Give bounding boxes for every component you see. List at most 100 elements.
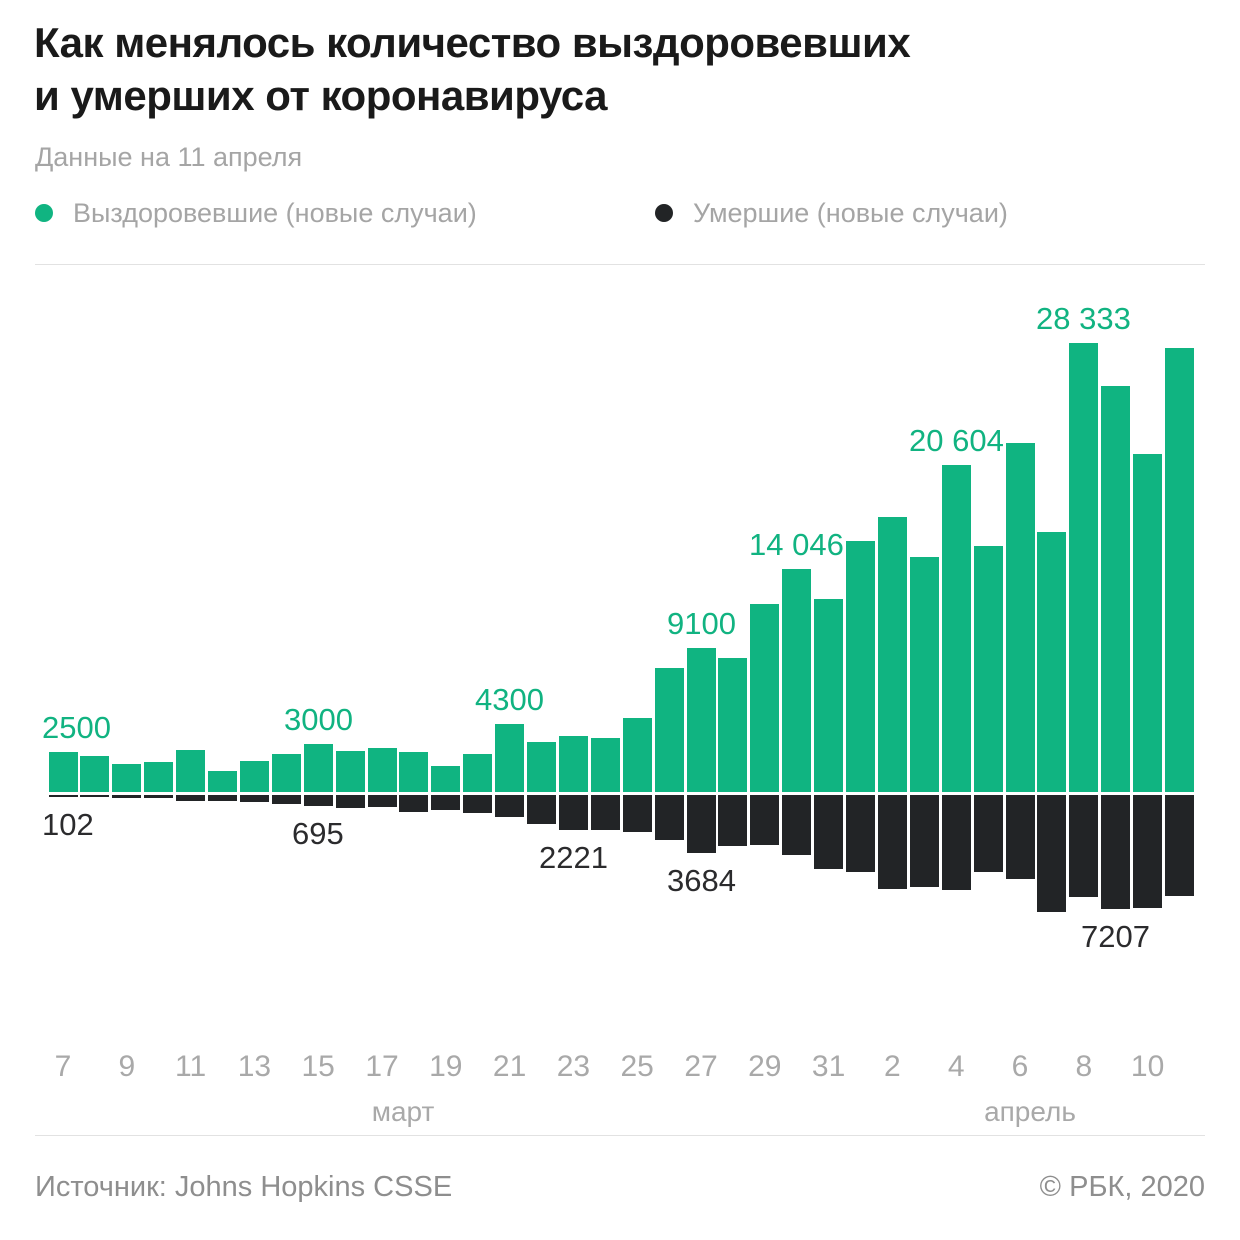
- recovered-value-label: 9100: [667, 606, 736, 641]
- bar-deaths: [1037, 795, 1067, 912]
- bar-deaths: [431, 795, 461, 810]
- x-axis-tick-label: 6: [1011, 1050, 1029, 1083]
- bar-recovered: [399, 752, 429, 792]
- bar-deaths: [973, 795, 1003, 872]
- legend-label-deaths: Умершие (новые случаи): [693, 197, 1008, 228]
- x-axis-tick-label: 7: [54, 1050, 72, 1083]
- bar-deaths: [877, 795, 907, 889]
- x-axis-tick-label: 27: [684, 1050, 718, 1083]
- bar-recovered: [335, 751, 365, 792]
- x-axis-tick-label: 25: [620, 1050, 654, 1083]
- bar-recovered: [750, 604, 780, 792]
- bar-deaths: [303, 795, 333, 806]
- bar-deaths: [176, 795, 206, 801]
- bar-recovered: [367, 748, 397, 792]
- deaths-legend-dot-icon: [655, 204, 673, 222]
- bar-deaths: [782, 795, 812, 855]
- bar-recovered: [239, 761, 269, 792]
- bar-recovered: [176, 750, 206, 792]
- x-axis-tick-label: 8: [1075, 1050, 1093, 1083]
- x-axis-month-label: апрель: [984, 1096, 1076, 1127]
- x-axis-tick-label: 29: [748, 1050, 782, 1083]
- recovered-value-label: 20 604: [909, 423, 1004, 458]
- bar-deaths: [686, 795, 716, 853]
- title-line-1: Как менялось количество выздоровевших: [34, 19, 911, 66]
- bar-recovered: [1005, 443, 1035, 792]
- footer-divider: [35, 1135, 1205, 1136]
- recovered-value-label: 28 333: [1036, 301, 1131, 336]
- bar-recovered: [144, 762, 174, 792]
- bar-deaths: [558, 795, 588, 830]
- x-axis-tick-label: 31: [811, 1050, 846, 1083]
- bar-deaths: [814, 795, 844, 869]
- bar-deaths: [80, 795, 110, 797]
- bar-deaths: [1069, 795, 1099, 897]
- bar-deaths: [846, 795, 875, 872]
- bar-deaths: [271, 795, 301, 804]
- legend-item-deaths: Умершие (новые случаи): [655, 197, 1008, 229]
- bar-deaths: [48, 795, 78, 797]
- bar-recovered: [590, 738, 620, 792]
- x-axis-tick-label: 13: [237, 1050, 272, 1083]
- chart-subtitle: Данные на 11 апреля: [35, 142, 303, 172]
- bar-recovered: [686, 648, 716, 792]
- bar-recovered: [941, 465, 971, 792]
- x-axis-tick-label: 4: [947, 1050, 965, 1083]
- recovered-value-label: 14 046: [749, 527, 844, 562]
- deaths-value-label: 102: [42, 807, 94, 842]
- bar-deaths: [1005, 795, 1035, 879]
- bar-recovered: [1101, 386, 1131, 792]
- bar-recovered: [782, 569, 812, 792]
- bar-recovered: [814, 599, 844, 792]
- bar-deaths: [208, 795, 237, 801]
- x-axis-tick-label: 9: [118, 1050, 136, 1083]
- x-axis-tick-label: 23: [556, 1050, 591, 1083]
- recovered-legend-dot-icon: [35, 204, 53, 222]
- bar-deaths: [495, 795, 525, 817]
- bar-recovered: [527, 742, 556, 792]
- chart-area: 7 9 11 13 15 17 19 21 23 25 27 29 31 2 4 6 8 10 2500 3000 43…: [0, 270, 1240, 1132]
- bar-deaths: [144, 795, 174, 798]
- bar-deaths: [112, 795, 142, 798]
- recovered-value-label: 3000: [284, 702, 353, 737]
- title-line-2: и умерших от коронавируса: [34, 72, 608, 119]
- deaths-value-label: 695: [292, 816, 344, 851]
- recovered-value-label: 2500: [42, 710, 111, 745]
- bar-recovered: [271, 754, 301, 792]
- bar-recovered: [303, 744, 333, 792]
- bar-recovered: [877, 517, 907, 792]
- bar-deaths: [527, 795, 556, 824]
- x-axis-tick-label: 17: [365, 1050, 399, 1083]
- bar-recovered: [463, 754, 493, 792]
- bar-deaths: [941, 795, 971, 890]
- bar-deaths: [622, 795, 652, 832]
- bar-deaths: [718, 795, 748, 846]
- bar-deaths: [335, 795, 365, 808]
- bar-deaths: [590, 795, 620, 830]
- bar-recovered: [1133, 454, 1163, 792]
- bar-deaths: [909, 795, 939, 887]
- deaths-value-label: 2221: [539, 840, 608, 875]
- bar-deaths: [367, 795, 397, 807]
- bar-recovered: [208, 771, 237, 792]
- x-axis-month-label: март: [371, 1096, 435, 1127]
- header-divider: [35, 264, 1205, 265]
- x-axis-tick-label: 11: [175, 1050, 207, 1083]
- recovered-value-label: 4300: [475, 682, 544, 717]
- x-axis-tick-label: 21: [492, 1050, 527, 1083]
- x-axis-tick-label: 10: [1130, 1050, 1165, 1083]
- x-axis-tick-label: 19: [429, 1050, 463, 1083]
- bar-recovered: [909, 557, 939, 792]
- legend-item-recovered: Выздоровевшие (новые случаи): [35, 197, 477, 229]
- deaths-value-label: 3684: [667, 863, 736, 898]
- bar-recovered: [558, 736, 588, 792]
- bar-recovered: [622, 718, 652, 792]
- x-axis-tick-label: 15: [301, 1050, 335, 1083]
- copyright: © РБК, 2020: [1039, 1171, 1205, 1203]
- bar-deaths: [654, 795, 684, 840]
- bar-recovered: [495, 724, 525, 792]
- bar-recovered: [846, 541, 875, 792]
- bar-deaths: [750, 795, 780, 845]
- bar-recovered: [973, 546, 1003, 792]
